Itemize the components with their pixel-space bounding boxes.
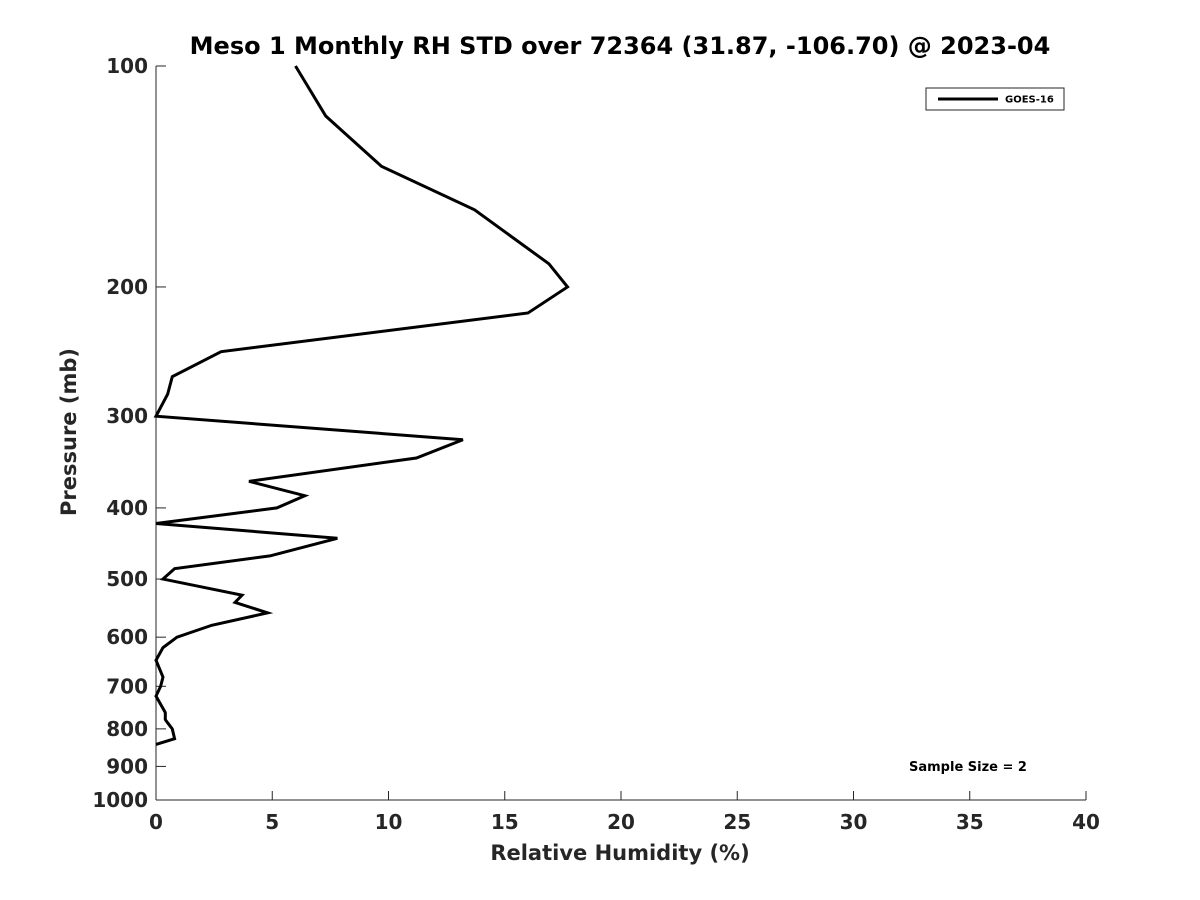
sample-size-annotation: Sample Size = 2 [909, 760, 1027, 775]
x-tick-label: 15 [491, 810, 519, 834]
y-tick-label: 100 [106, 54, 148, 78]
y-tick-label: 600 [106, 625, 148, 649]
x-axis-title: Relative Humidity (%) [490, 841, 749, 865]
series-layer [153, 65, 570, 746]
series-line-goes-16 [153, 65, 570, 746]
x-tick-label: 30 [840, 810, 868, 834]
y-tick-label: 300 [106, 404, 148, 428]
x-tick-label: 40 [1072, 810, 1100, 834]
y-tick-label: 800 [106, 717, 148, 741]
y-tick-label: 200 [106, 275, 148, 299]
x-tick-label: 0 [149, 810, 163, 834]
y-tick-label: 400 [106, 496, 148, 520]
y-tick-label: 500 [106, 567, 148, 591]
legend: GOES-16 [925, 87, 1065, 111]
y-axis-ticks: 100 200 300 400 500 600 700 800 900 1000 [92, 54, 166, 812]
x-tick-label: 20 [607, 810, 635, 834]
y-axis-title: Pressure (mb) [57, 348, 81, 516]
x-tick-label: 25 [723, 810, 751, 834]
chart-title: Meso 1 Monthly RH STD over 72364 (31.87,… [190, 32, 1051, 60]
x-tick-label: 10 [375, 810, 403, 834]
y-tick-label: 1000 [92, 788, 148, 812]
y-tick-label: 700 [106, 674, 148, 698]
x-tick-label: 35 [956, 810, 984, 834]
x-axis-ticks: 0 5 10 15 20 25 30 35 40 [149, 791, 1100, 834]
legend-label-goes-16: GOES-16 [1005, 95, 1054, 106]
y-tick-label: 900 [106, 754, 148, 778]
x-tick-label: 5 [265, 810, 279, 834]
